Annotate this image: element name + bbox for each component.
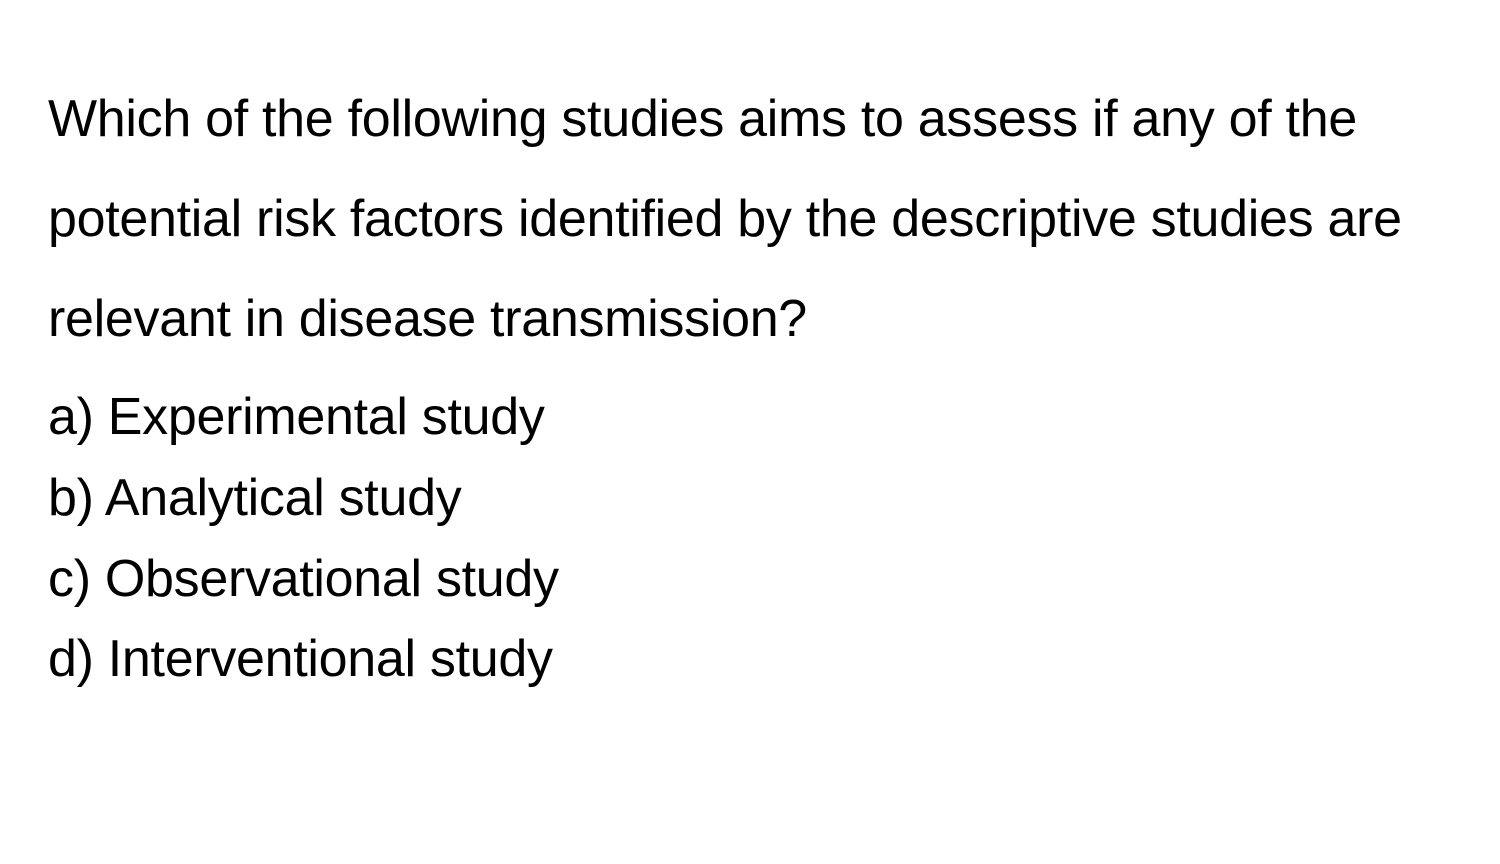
question-page: Which of the following studies aims to a… [0,0,1500,700]
options-list: a) Experimental study b) Analytical stud… [48,377,1452,699]
question-text: Which of the following studies aims to a… [48,70,1452,369]
option-a: a) Experimental study [48,377,1452,458]
option-b: b) Analytical study [48,458,1452,539]
option-c: c) Observational study [48,539,1452,620]
option-d: d) Interventional study [48,619,1452,700]
